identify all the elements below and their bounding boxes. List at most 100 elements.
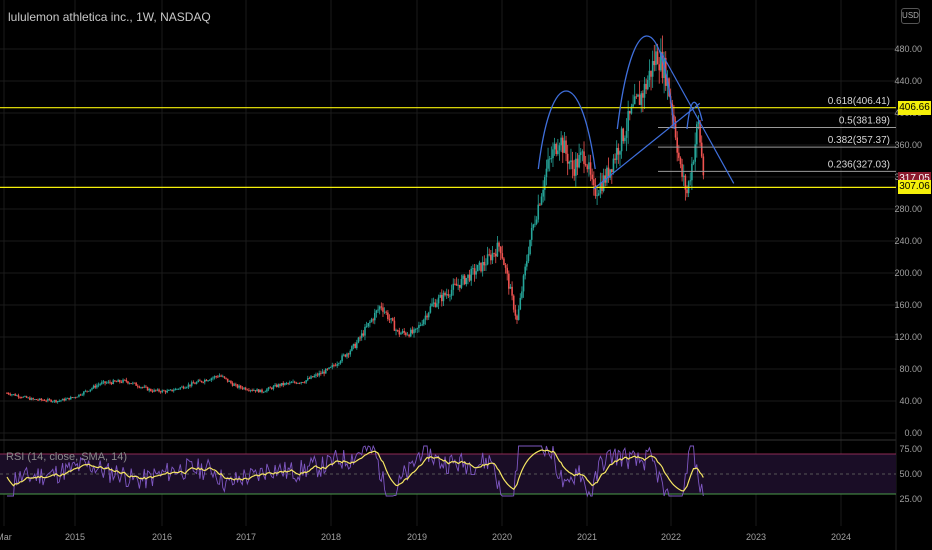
candle-body [656, 51, 659, 65]
candle-body [447, 294, 450, 296]
candle-body [253, 390, 255, 391]
candle-body [401, 331, 404, 334]
candle-body [58, 400, 61, 402]
candle-body [617, 147, 620, 155]
candle-body [186, 387, 188, 388]
candle-body [517, 309, 520, 320]
y-tick-label: 440.00 [894, 76, 922, 86]
candle-body [336, 364, 338, 366]
candle-body [243, 387, 245, 389]
candle-body [512, 295, 515, 310]
candle-body [418, 325, 420, 328]
candle-body [60, 400, 62, 402]
candle-body [329, 366, 332, 368]
candle-body [382, 307, 384, 312]
x-tick-label: 2021 [577, 532, 597, 542]
candle-body [87, 390, 90, 392]
candle-body [406, 334, 409, 336]
candle-body [421, 324, 423, 326]
candle-body [326, 368, 329, 370]
candle-body [442, 292, 445, 302]
candle-body [303, 382, 306, 384]
candle-body [110, 382, 113, 384]
candle-body [328, 367, 330, 369]
candle-body [439, 294, 441, 298]
candle-body [491, 253, 494, 261]
y-tick-label: 280.00 [894, 204, 922, 214]
candle-body [244, 387, 247, 390]
candle-body [202, 381, 204, 383]
candle-body [194, 383, 196, 385]
candle-body [11, 394, 13, 396]
candle-body [472, 268, 474, 270]
candle-body [578, 154, 580, 168]
head-shoulders-pattern[interactable] [537, 35, 735, 190]
candle-body [65, 398, 67, 401]
candle-body [341, 355, 343, 362]
candle-body [239, 385, 242, 388]
x-tick-label: 2018 [321, 532, 341, 542]
candle-body [233, 384, 236, 386]
candle-body [581, 151, 584, 153]
candle-body [24, 396, 26, 398]
candle-body [159, 391, 162, 393]
candle-body [364, 326, 366, 336]
candle-body [17, 395, 20, 398]
candle-body [287, 383, 289, 384]
candle-body [277, 384, 280, 387]
candle-body [380, 306, 383, 308]
candle-body [254, 390, 257, 392]
candle-body [511, 286, 513, 296]
candle-body [349, 350, 352, 355]
candles [6, 35, 705, 404]
candle-body [146, 387, 149, 391]
candle-body [450, 289, 453, 296]
candle-body [40, 398, 43, 400]
candle-body [602, 175, 605, 191]
y-tick-label: 80.00 [899, 364, 922, 374]
candle-body [6, 393, 8, 394]
candle-body [480, 262, 482, 272]
candle-body [298, 382, 301, 384]
candle-body [192, 382, 195, 384]
fib-levels[interactable]: 0.618(406.41) 0.5(381.89) 0.382(357.37) 0.2… [658, 96, 896, 172]
candle-body [154, 389, 157, 391]
candle-body [370, 319, 373, 322]
candle-body [212, 377, 214, 379]
candle-body [313, 375, 316, 378]
candle-body [653, 60, 656, 66]
candle-body [168, 390, 170, 392]
candle-body [33, 399, 36, 400]
candle-body [522, 275, 525, 292]
candle-body [488, 254, 491, 256]
candle-body [205, 379, 208, 382]
currency-badge[interactable]: USD [901, 8, 920, 24]
candle-body [117, 380, 119, 382]
candle-body [288, 382, 291, 384]
candle-body [645, 83, 647, 90]
candle-body [182, 386, 185, 389]
candle-body [50, 399, 52, 402]
candle-body [426, 315, 428, 318]
candle-body [658, 64, 661, 71]
candle-body [568, 161, 571, 164]
candle-body [465, 277, 468, 285]
horizontal-levels[interactable] [0, 107, 896, 188]
candle-body [230, 381, 232, 383]
candle-body [615, 147, 618, 160]
candle-body [674, 121, 677, 138]
candle-body [630, 106, 633, 114]
candle-body [94, 385, 97, 388]
candle-body [411, 329, 414, 334]
candle-body [114, 380, 116, 382]
candle-body [506, 267, 508, 274]
candle-body [195, 382, 198, 384]
candle-body [271, 387, 273, 389]
candle-body [387, 312, 389, 320]
candle-body [221, 376, 224, 378]
candle-body [609, 169, 611, 178]
candle-body [357, 337, 360, 343]
candle-body [73, 397, 75, 399]
candle-body [249, 390, 252, 391]
